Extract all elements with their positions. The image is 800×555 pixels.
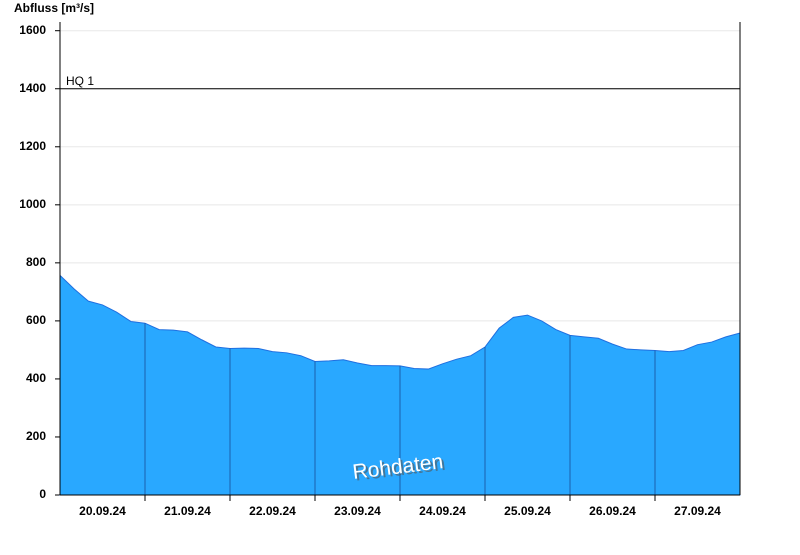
x-tick-label: 20.09.24 xyxy=(79,504,126,518)
y-tick-label: 1600 xyxy=(19,23,46,37)
y-tick-label: 600 xyxy=(26,313,46,327)
x-tick-label: 27.09.24 xyxy=(674,504,721,518)
y-tick-label: 1200 xyxy=(19,139,46,153)
x-tick-label: 25.09.24 xyxy=(504,504,551,518)
x-tick-label: 26.09.24 xyxy=(589,504,636,518)
x-tick-label: 24.09.24 xyxy=(419,504,466,518)
x-tick-label: 22.09.24 xyxy=(249,504,296,518)
y-tick-label: 200 xyxy=(26,429,46,443)
x-tick-label: 21.09.24 xyxy=(164,504,211,518)
x-tick-label: 23.09.24 xyxy=(334,504,381,518)
y-tick-label: 400 xyxy=(26,371,46,385)
y-tick-label: 800 xyxy=(26,255,46,269)
y-tick-label: 0 xyxy=(39,487,46,501)
y-tick-label: 1400 xyxy=(19,81,46,95)
y-tick-label: 1000 xyxy=(19,197,46,211)
chart-title: Abfluss [m³/s] xyxy=(14,1,94,15)
threshold-label: HQ 1 xyxy=(66,74,94,88)
